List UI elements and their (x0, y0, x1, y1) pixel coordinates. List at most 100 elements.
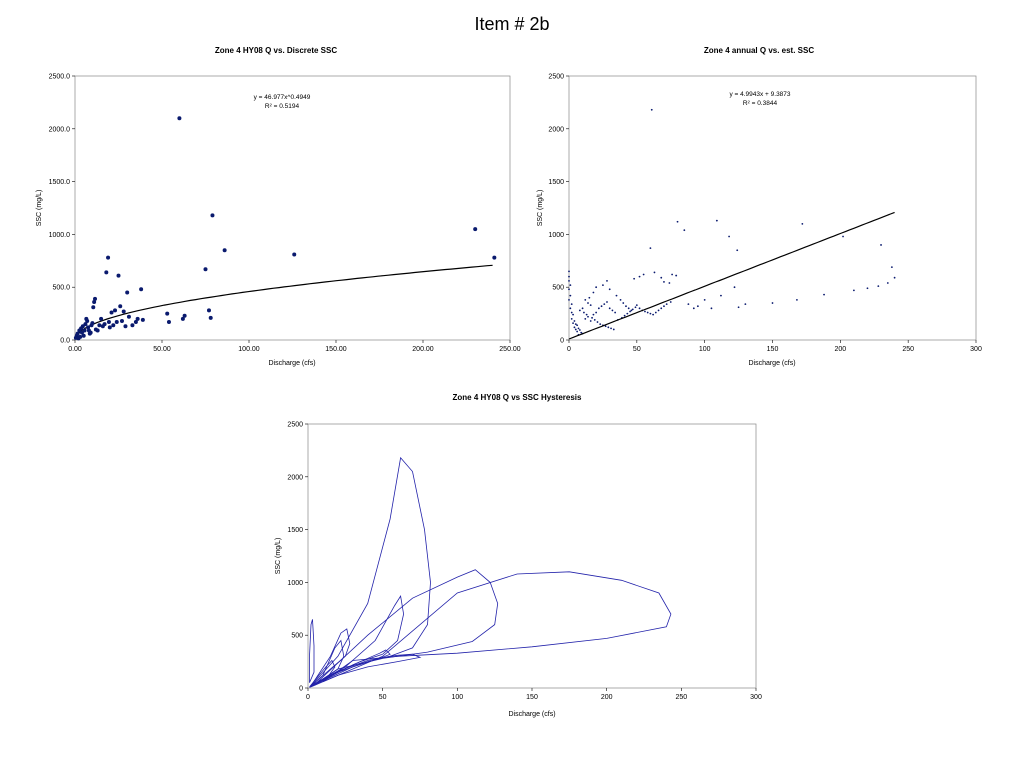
chart-annual-ssc: Zone 4 annual Q vs. est. SSC 0 50 100 150 20… (537, 46, 982, 367)
data-point (675, 274, 678, 277)
x-tick-label: 150 (526, 694, 538, 701)
data-point (877, 285, 880, 288)
data-point (114, 320, 119, 325)
tick-layer: 0.00 50.00 100.00 150.00 200.00 250.00 0.0 500.… (49, 74, 521, 354)
data-point (139, 287, 144, 292)
y-tick-label: 1000.0 (49, 232, 71, 239)
data-point (99, 316, 104, 321)
data-point (583, 311, 585, 314)
data-point (600, 305, 603, 308)
y-tick-label: 1000 (548, 232, 564, 239)
data-point (119, 318, 124, 323)
x-tick-label: 200 (601, 694, 613, 701)
data-point (615, 294, 618, 297)
data-point (602, 284, 604, 286)
data-point (210, 213, 215, 218)
data-point (578, 329, 581, 331)
marker-layer (73, 116, 497, 341)
data-point (585, 313, 588, 316)
data-point (580, 331, 583, 334)
data-point (568, 298, 570, 301)
data-point (622, 302, 625, 304)
data-point (109, 310, 114, 315)
data-point (125, 290, 130, 295)
data-point (206, 308, 211, 313)
x-tick-label: 150.00 (325, 346, 347, 353)
data-point (83, 322, 88, 327)
data-point (649, 312, 652, 315)
data-point (649, 247, 652, 250)
data-point (604, 325, 607, 328)
y-axis-label: SSC (mg/L) (537, 190, 544, 227)
data-point (587, 315, 589, 318)
data-point (118, 304, 123, 309)
data-point (676, 220, 679, 223)
data-point (570, 317, 573, 320)
data-point (106, 255, 111, 260)
data-point (568, 279, 570, 282)
data-point (123, 324, 128, 329)
data-point (633, 277, 636, 280)
trendline (568, 211, 895, 340)
data-point (587, 302, 589, 304)
data-point (893, 276, 896, 279)
data-point (886, 282, 889, 284)
data-point (591, 316, 593, 319)
data-point (634, 306, 637, 309)
data-point (606, 301, 608, 303)
y-tick-label: 500.0 (52, 285, 70, 292)
x-tick-label: 100 (699, 346, 711, 353)
plot-area (568, 75, 977, 341)
data-point (121, 309, 126, 314)
page-title: Item # 2b (474, 14, 550, 34)
data-point (663, 281, 665, 283)
data-point (572, 322, 574, 325)
data-point (687, 303, 690, 305)
data-point (574, 328, 577, 331)
y-tick-label: 2500 (287, 422, 303, 429)
data-point (574, 323, 577, 326)
data-point (111, 323, 116, 328)
x-tick-label: 300 (750, 694, 762, 701)
data-point (104, 270, 109, 275)
data-point (85, 318, 90, 323)
data-point (629, 310, 631, 313)
r2-label: R² = 0.5194 (265, 103, 300, 110)
data-point (610, 327, 612, 330)
hysteresis-loop (309, 619, 315, 683)
data-point (646, 311, 649, 314)
data-point (796, 298, 798, 301)
data-point (596, 321, 599, 323)
data-point (683, 229, 686, 232)
data-point (113, 308, 118, 313)
y-tick-label: 2000 (548, 126, 564, 133)
data-point (654, 311, 657, 314)
data-point (880, 244, 882, 246)
data-point (102, 322, 107, 327)
hysteresis-loop (315, 569, 499, 685)
data-point (573, 320, 576, 322)
y-tick-label: 0 (560, 338, 564, 345)
x-tick-label: 100 (451, 694, 463, 701)
hysteresis-loop (310, 653, 422, 688)
equation-label: y = 4.9943x + 9.3873 (729, 91, 790, 98)
data-point (736, 249, 739, 252)
chart-discrete-ssc: Zone 4 HY08 Q vs. Discrete SSC 0.00 50.00… (36, 46, 521, 367)
hysteresis-loop (310, 628, 351, 687)
data-point (606, 279, 608, 282)
data-point (626, 312, 629, 315)
data-point (668, 282, 671, 284)
data-point (78, 334, 83, 339)
data-point (573, 326, 576, 329)
data-point (130, 323, 135, 328)
data-point (650, 108, 653, 111)
data-point (663, 305, 665, 308)
data-point (576, 324, 579, 327)
data-point (612, 328, 615, 331)
data-point (584, 317, 587, 320)
data-point (611, 309, 614, 312)
data-point (140, 317, 145, 322)
data-point (733, 286, 736, 289)
data-point (619, 298, 622, 301)
data-point (578, 309, 581, 312)
